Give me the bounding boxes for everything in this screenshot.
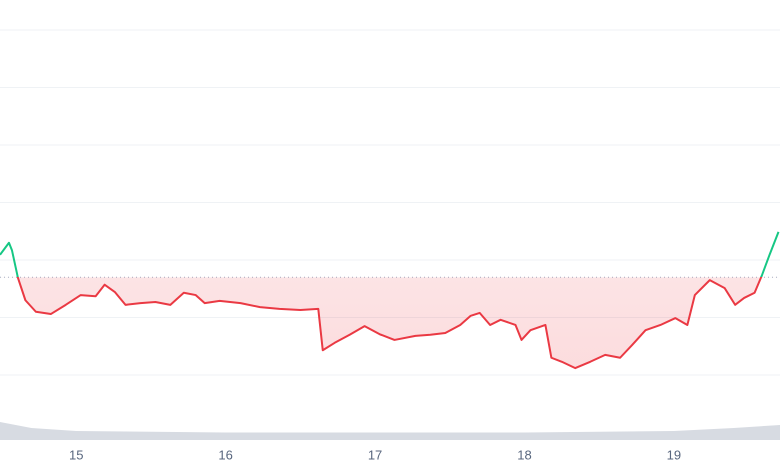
volume-area [0,422,780,440]
x-tick-label: 17 [368,447,382,462]
price-area [0,277,779,369]
x-tick-label: 16 [218,447,232,462]
x-tick-label: 18 [517,447,531,462]
x-tick-label: 15 [69,447,83,462]
price-line [0,231,780,370]
x-tick-label: 19 [667,447,681,462]
